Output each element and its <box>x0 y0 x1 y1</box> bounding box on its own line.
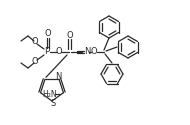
Text: S: S <box>50 100 56 108</box>
Text: O: O <box>67 32 73 40</box>
Text: O: O <box>32 38 38 46</box>
Text: O: O <box>32 58 38 66</box>
Text: O: O <box>91 48 97 56</box>
Text: O: O <box>45 30 51 38</box>
Text: N: N <box>84 48 90 56</box>
Text: O: O <box>56 48 62 56</box>
Text: N: N <box>55 72 61 81</box>
Text: H₂N: H₂N <box>42 90 57 99</box>
Text: P: P <box>44 48 50 56</box>
